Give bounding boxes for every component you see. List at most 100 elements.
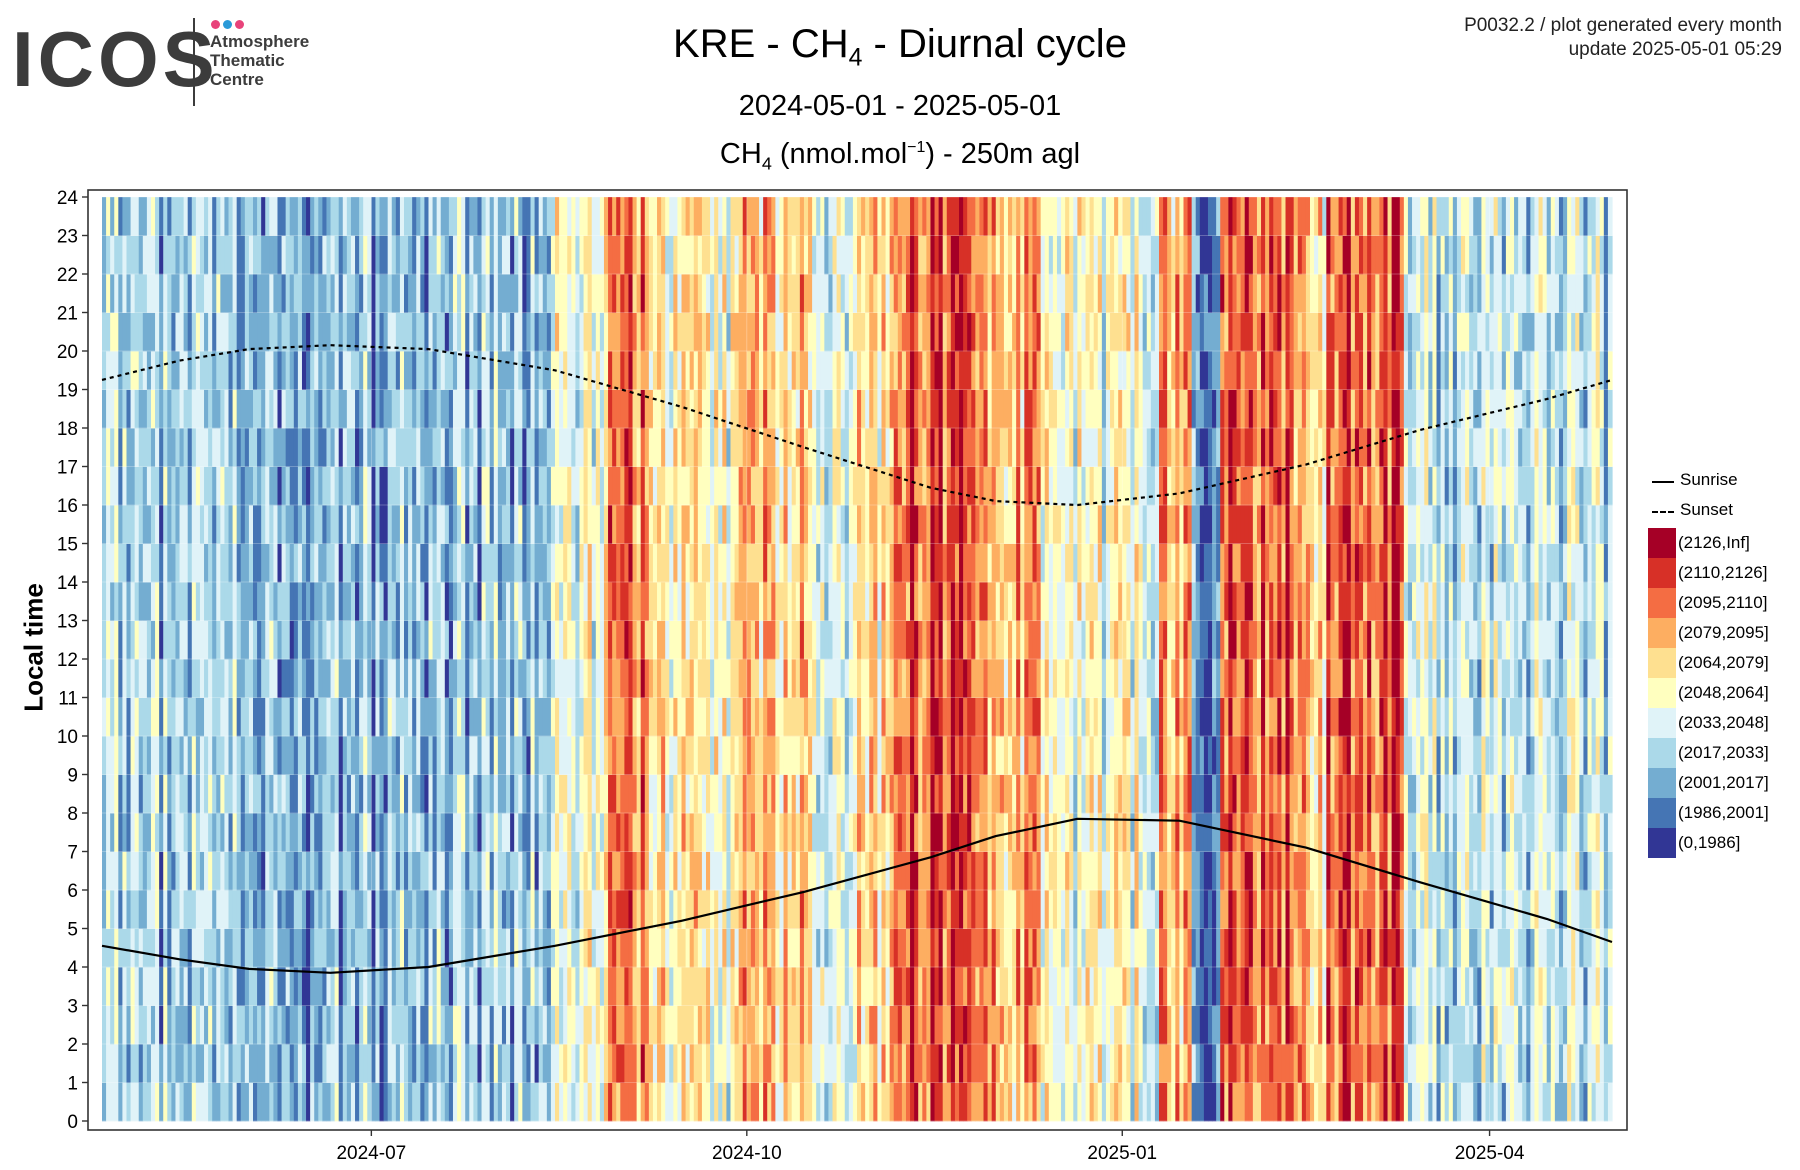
heatmap-cell [191,697,197,737]
heatmap-cell [424,620,430,660]
heatmap-cell [783,543,789,583]
heatmap-cell [681,774,687,814]
heatmap-cell [244,582,250,621]
heatmap-cell [489,582,495,621]
heatmap-cell [330,813,336,852]
heatmap-cell [501,505,507,544]
heatmap-cell [204,851,209,891]
heatmap-cell [526,582,532,621]
heatmap-cell [530,813,536,852]
heatmap-cell [714,428,719,467]
heatmap-cell [775,351,781,390]
heatmap-cell [648,197,654,236]
heatmap-cell [130,813,136,852]
heatmap-cell [636,351,642,390]
heatmap-cell [457,1044,462,1083]
heatmap-cell [926,851,932,891]
heatmap-cell [555,274,560,313]
heatmap-cell [905,428,911,467]
heatmap-cell [106,351,111,390]
heatmap-cell [440,582,446,621]
heatmap-cell [477,235,483,275]
heatmap-cell [905,890,911,929]
heatmap-cell [171,274,177,313]
heatmap-cell [534,351,540,390]
heatmap-cell [452,351,458,390]
heatmap-cell [273,389,279,429]
heatmap-cell [326,582,332,621]
heatmap-cell [559,466,564,506]
heatmap-cell [526,543,532,583]
heatmap-cell [130,890,136,929]
heatmap-cell [432,466,438,506]
heatmap-cell [795,428,801,467]
heatmap-cell [114,351,119,390]
heatmap-cell [236,312,242,352]
heatmap-cell [114,851,119,891]
heatmap-cell [375,697,381,737]
heatmap-cell [661,851,666,891]
heatmap-cell [338,235,344,275]
heatmap-cell [379,235,385,275]
heatmap-cell [795,466,801,506]
heatmap-cell [799,582,805,621]
heatmap-cell [861,466,866,506]
heatmap-cell [420,620,425,660]
heatmap-cell [440,928,446,968]
heatmap-cell [669,466,674,506]
heatmap-cell [787,428,793,467]
heatmap-cell [706,1005,711,1045]
heatmap-cell [706,428,711,467]
heatmap-cell [579,967,585,1006]
heatmap-cell [848,389,854,429]
heatmap-cell [689,928,695,968]
heatmap-cell [216,774,221,814]
heatmap-cell [232,813,238,852]
heatmap-cell [693,1082,699,1122]
heatmap-cell [428,967,434,1006]
heatmap-cell [718,1082,723,1122]
heatmap-cell [616,967,621,1006]
heatmap-cell [310,736,315,775]
heatmap-cell [799,736,805,775]
heatmap-cell [404,851,409,891]
heatmap-cell [387,736,393,775]
heatmap-cell [379,582,385,621]
heatmap-cell [636,890,642,929]
heatmap-cell [220,967,226,1006]
heatmap-cell [759,659,764,698]
heatmap-cell [281,505,287,544]
heatmap-cell [620,505,625,544]
heatmap-cell [579,813,585,852]
heatmap-cell [155,505,160,544]
heatmap-cell [685,697,691,737]
heatmap-cell [857,1082,862,1122]
heatmap-cell [391,312,397,352]
heatmap-cell [175,1005,181,1045]
heatmap-cell [616,543,621,583]
heatmap-cell [269,505,274,544]
heatmap-cell [701,659,707,698]
heatmap-cell [138,505,144,544]
heatmap-cell [269,428,274,467]
heatmap-cell [905,312,911,352]
heatmap-cell [346,351,352,390]
heatmap-cell [346,312,352,352]
heatmap-cell [232,1044,238,1083]
heatmap-cell [746,543,752,583]
heatmap-cell [665,620,670,660]
heatmap-cell [857,582,862,621]
heatmap-cell [599,851,605,891]
heatmap-cell [905,274,911,313]
heatmap-cell [595,582,601,621]
heatmap-cell [787,197,793,236]
heatmap-cell [538,505,544,544]
heatmap-cell [730,351,736,390]
heatmap-cell [910,351,915,390]
heatmap-cell [669,235,674,275]
heatmap-cell [563,505,568,544]
heatmap-cell [208,389,213,429]
heatmap-cell [869,697,874,737]
heatmap-cell [489,312,495,352]
heatmap-cell [534,274,540,313]
